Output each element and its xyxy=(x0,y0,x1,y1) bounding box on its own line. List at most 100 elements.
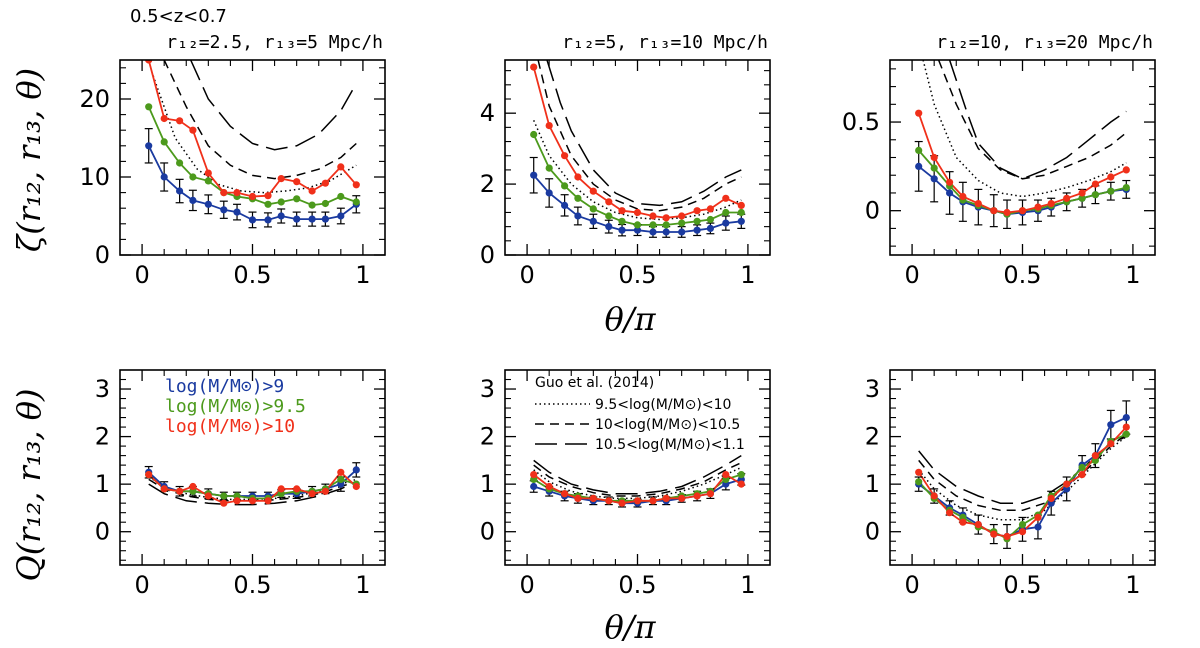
data-point xyxy=(561,182,569,190)
data-point xyxy=(649,212,657,220)
data-point xyxy=(308,187,316,195)
data-point xyxy=(248,192,257,201)
series-line-short-dash xyxy=(533,462,742,497)
data-point xyxy=(176,187,184,195)
data-point xyxy=(662,228,670,236)
data-point xyxy=(678,228,686,236)
data-point xyxy=(204,492,212,500)
data-point xyxy=(693,217,701,225)
series-line-dotted xyxy=(922,60,1127,198)
data-point xyxy=(574,494,582,502)
x-tick-label: 0.5 xyxy=(233,261,271,289)
data-point xyxy=(737,208,745,217)
data-point xyxy=(974,200,982,208)
data-point xyxy=(737,201,745,209)
data-point xyxy=(930,492,938,500)
series-line-long-dash xyxy=(533,454,742,495)
data-point xyxy=(248,216,257,224)
data-point xyxy=(176,487,184,495)
x-tick-label: 1 xyxy=(740,261,755,289)
data-point xyxy=(678,494,686,502)
data-point xyxy=(220,499,228,507)
data-point xyxy=(605,223,613,231)
y-tick-label: 4 xyxy=(480,99,495,127)
data-point xyxy=(1091,180,1099,188)
mass-legend-item-9-5: log(M/M⊙)>9.5 xyxy=(165,396,306,417)
data-point xyxy=(337,212,345,220)
x-tick-label: 1 xyxy=(1125,261,1140,289)
data-point xyxy=(352,181,360,189)
data-point xyxy=(633,208,642,217)
data-point xyxy=(946,189,954,197)
data-point xyxy=(974,521,982,529)
data-point xyxy=(530,63,538,71)
data-point xyxy=(1034,523,1042,531)
data-point xyxy=(277,198,285,206)
data-point xyxy=(189,196,197,204)
ylabel-zeta: ζ(r₁₂, r₁₃, θ) xyxy=(10,68,48,252)
data-point xyxy=(915,478,923,486)
panel-frame xyxy=(504,59,771,256)
x-tick-label: 0 xyxy=(904,261,919,289)
data-point xyxy=(722,194,730,202)
data-point xyxy=(337,163,345,171)
x-tick-label: 1 xyxy=(355,261,370,289)
data-point xyxy=(145,60,153,64)
data-point xyxy=(1078,471,1086,479)
data-point xyxy=(618,499,626,507)
data-point xyxy=(233,208,241,216)
y-tick-label: 0 xyxy=(865,197,880,225)
data-point xyxy=(189,126,197,134)
data-point xyxy=(321,487,329,495)
y-tick-label: 0 xyxy=(865,518,880,546)
data-point xyxy=(1122,184,1130,192)
y-tick-label: 0 xyxy=(95,518,110,546)
data-point xyxy=(204,177,212,185)
data-point xyxy=(530,471,538,479)
y-tick-label: 2 xyxy=(480,423,495,451)
data-point xyxy=(145,142,153,150)
data-point xyxy=(145,471,153,479)
data-point xyxy=(737,217,745,225)
data-point xyxy=(706,205,715,213)
panel-frame xyxy=(119,59,386,256)
data-point xyxy=(1078,194,1086,202)
data-point xyxy=(706,490,715,498)
panel-frame xyxy=(889,369,1156,566)
data-point xyxy=(293,485,301,493)
data-point xyxy=(145,103,153,111)
data-point xyxy=(248,497,257,505)
data-point xyxy=(233,497,241,505)
x-tick-label: 0.5 xyxy=(1003,261,1041,289)
data-point xyxy=(337,475,345,483)
data-point xyxy=(530,130,538,139)
data-point xyxy=(1122,414,1130,422)
x-tick-label: 0 xyxy=(904,571,919,599)
panel-plot-area xyxy=(144,60,361,229)
data-point xyxy=(308,490,316,498)
data-point xyxy=(1063,480,1071,488)
data-point xyxy=(605,198,613,206)
y-tick-label: 20 xyxy=(79,85,110,113)
data-point xyxy=(930,175,938,183)
data-point xyxy=(605,497,613,505)
data-point xyxy=(264,192,272,200)
panel-title: r₁₂=5, r₁₃=10 Mpc/h xyxy=(562,32,768,53)
x-tick-label: 0 xyxy=(134,571,149,599)
data-point xyxy=(277,212,285,220)
panel-frame xyxy=(504,369,771,566)
data-point xyxy=(915,109,923,117)
mass-legend-item-10: log(M/M⊙)>10 xyxy=(165,416,295,437)
data-point xyxy=(1122,430,1130,438)
data-point xyxy=(693,226,701,234)
data-point xyxy=(1078,189,1086,197)
data-point xyxy=(618,217,626,225)
data-point xyxy=(204,200,212,208)
data-point xyxy=(574,194,582,202)
data-point xyxy=(160,138,168,146)
data-point xyxy=(649,497,657,505)
data-point xyxy=(561,201,569,209)
data-point xyxy=(574,212,582,220)
